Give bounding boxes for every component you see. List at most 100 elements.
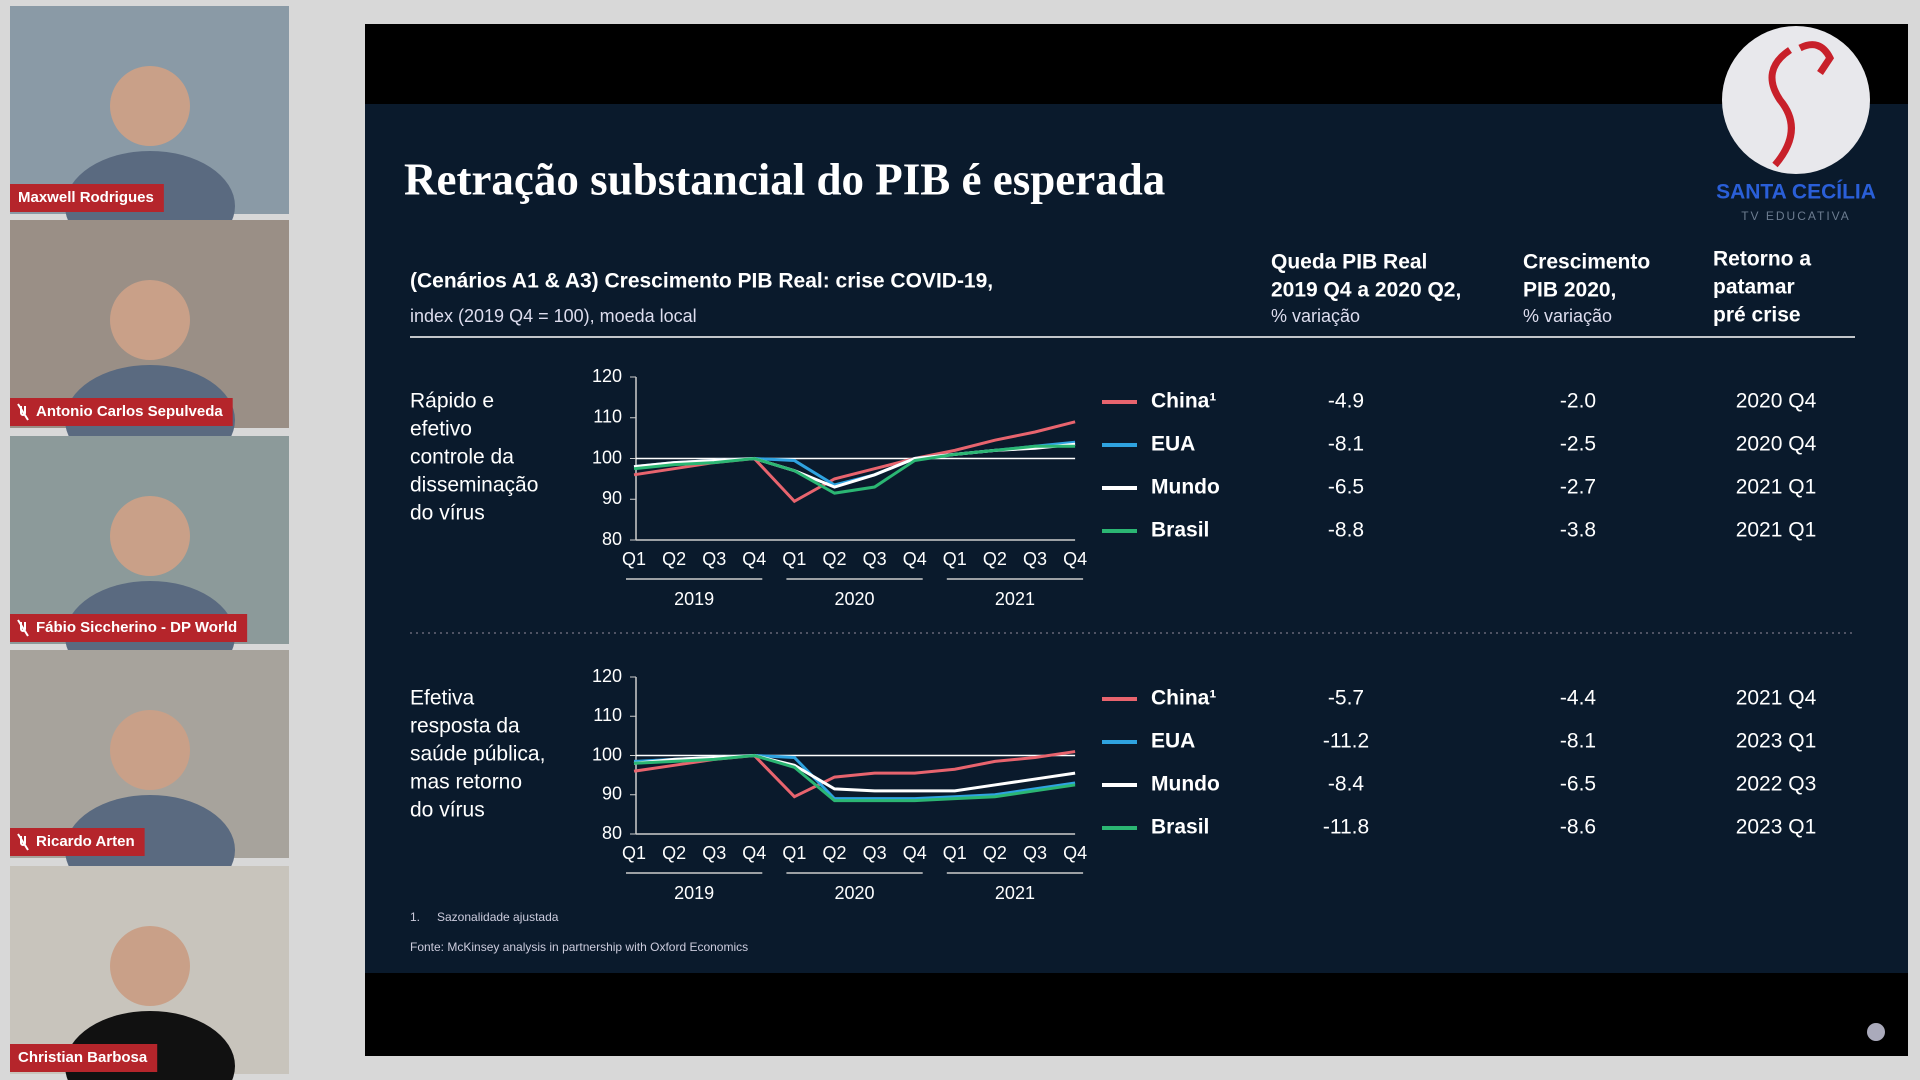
y-tick-label: 110 bbox=[593, 407, 622, 427]
participant-name: Fábio Siccherino - DP World bbox=[36, 619, 237, 636]
x-tick-label: Q2 bbox=[662, 843, 686, 863]
table-cell: -8.1 bbox=[1328, 433, 1364, 456]
legend-label: Brasil bbox=[1151, 519, 1209, 542]
legend-label: EUA bbox=[1151, 730, 1195, 753]
column-note: % variação bbox=[1523, 306, 1612, 326]
scenario-label: mas retorno bbox=[410, 771, 522, 794]
x-tick-label: Q1 bbox=[943, 843, 967, 863]
source: Fonte: McKinsey analysis in partnership … bbox=[410, 940, 748, 954]
participant-name: Antonio Carlos Sepulveda bbox=[36, 403, 223, 420]
scenario-label: Rápido e bbox=[410, 390, 494, 413]
series-line bbox=[633, 753, 1076, 803]
column-header: pré crise bbox=[1713, 304, 1801, 327]
x-tick-label: Q2 bbox=[983, 843, 1007, 863]
table-cell: -4.4 bbox=[1560, 687, 1597, 710]
logo-text: SANTA CECÍLIA bbox=[1716, 181, 1876, 204]
corner-icon bbox=[1867, 1023, 1885, 1041]
column-header: 2019 Q4 a 2020 Q2, bbox=[1271, 279, 1461, 302]
table-cell: 2023 Q1 bbox=[1736, 730, 1817, 753]
y-tick-label: 80 bbox=[602, 823, 622, 843]
person-head bbox=[110, 280, 190, 360]
legend-label: China¹ bbox=[1151, 687, 1216, 710]
x-tick-label: Q3 bbox=[863, 843, 887, 863]
scenario-label: Efetiva bbox=[410, 687, 475, 710]
series-line bbox=[633, 753, 1076, 793]
table-cell: 2020 Q4 bbox=[1736, 390, 1817, 413]
table-cell: -6.5 bbox=[1560, 773, 1596, 796]
person-head bbox=[110, 66, 190, 146]
scenario-label: disseminação bbox=[410, 474, 538, 497]
legend-label: Mundo bbox=[1151, 773, 1220, 796]
table-cell: -8.6 bbox=[1560, 816, 1596, 839]
x-tick-label: Q1 bbox=[782, 843, 806, 863]
footnote: Sazonalidade ajustada bbox=[437, 910, 559, 924]
x-tick-label: Q2 bbox=[983, 549, 1007, 569]
name-tag bbox=[10, 828, 145, 856]
legend-label: EUA bbox=[1151, 433, 1195, 456]
y-tick-label: 110 bbox=[593, 705, 622, 725]
scenario-label: do vírus bbox=[410, 799, 485, 822]
year-label: 2019 bbox=[674, 883, 714, 903]
table-cell: -8.8 bbox=[1328, 519, 1364, 542]
participant-name: Maxwell Rodrigues bbox=[18, 189, 154, 206]
x-tick-label: Q4 bbox=[1063, 549, 1087, 569]
participant-name: Christian Barbosa bbox=[18, 1049, 148, 1066]
table-cell: 2021 Q1 bbox=[1736, 476, 1817, 499]
column-header: Crescimento bbox=[1523, 251, 1650, 274]
x-tick-label: Q1 bbox=[622, 549, 646, 569]
scenario-label: controle da bbox=[410, 446, 514, 469]
x-tick-label: Q4 bbox=[903, 549, 927, 569]
logo-mark bbox=[1768, 41, 1835, 168]
x-tick-label: Q1 bbox=[943, 549, 967, 569]
mic-off-icon bbox=[17, 833, 29, 851]
table-cell: 2023 Q1 bbox=[1736, 816, 1817, 839]
y-tick-label: 90 bbox=[602, 488, 622, 508]
x-tick-label: Q4 bbox=[742, 843, 766, 863]
legend-label: Brasil bbox=[1151, 816, 1209, 839]
y-tick-label: 90 bbox=[602, 784, 622, 804]
x-tick-label: Q4 bbox=[742, 549, 766, 569]
year-label: 2019 bbox=[674, 589, 714, 609]
year-label: 2020 bbox=[835, 589, 875, 609]
x-tick-label: Q3 bbox=[702, 549, 726, 569]
scenario-label: saúde pública, bbox=[410, 743, 545, 766]
table-cell: -8.1 bbox=[1560, 730, 1596, 753]
table-cell: -2.7 bbox=[1560, 476, 1596, 499]
scenario-label: efetivo bbox=[410, 418, 472, 441]
name-tag bbox=[10, 398, 233, 426]
table-cell: -11.2 bbox=[1323, 730, 1369, 753]
x-tick-label: Q4 bbox=[903, 843, 927, 863]
table-cell: 2020 Q4 bbox=[1736, 433, 1817, 456]
series-line bbox=[633, 444, 1076, 495]
participant-tile: Christian Barbosa bbox=[10, 866, 289, 1080]
mic-off-icon bbox=[17, 619, 29, 637]
table-cell: -2.5 bbox=[1560, 433, 1596, 456]
x-tick-label: Q2 bbox=[822, 549, 846, 569]
y-tick-label: 120 bbox=[592, 366, 622, 386]
x-tick-label: Q2 bbox=[662, 549, 686, 569]
table-cell: -3.8 bbox=[1560, 519, 1596, 542]
table-cell: -8.4 bbox=[1328, 773, 1365, 796]
column-header: Retorno a bbox=[1713, 248, 1811, 271]
year-label: 2021 bbox=[995, 589, 1035, 609]
table-subtitle: (Cenários A1 & A3) Crescimento PIB Real:… bbox=[410, 270, 993, 293]
table-cell: 2021 Q4 bbox=[1736, 687, 1817, 710]
table-cell: -4.9 bbox=[1328, 390, 1364, 413]
table-cell: -2.0 bbox=[1560, 390, 1596, 413]
legend-label: Mundo bbox=[1151, 476, 1220, 499]
x-tick-label: Q2 bbox=[822, 843, 846, 863]
legend-label: China¹ bbox=[1151, 390, 1216, 413]
x-tick-label: Q3 bbox=[702, 843, 726, 863]
x-tick-label: Q1 bbox=[782, 549, 806, 569]
footnote-number: 1. bbox=[410, 910, 420, 924]
person-head bbox=[110, 710, 190, 790]
x-tick-label: Q3 bbox=[1023, 549, 1047, 569]
x-tick-label: Q3 bbox=[863, 549, 887, 569]
slide-body bbox=[365, 104, 1908, 973]
name-tag bbox=[10, 184, 164, 212]
column-header: Queda PIB Real bbox=[1271, 251, 1427, 274]
table-cell: -5.7 bbox=[1328, 687, 1364, 710]
year-label: 2021 bbox=[995, 883, 1035, 903]
